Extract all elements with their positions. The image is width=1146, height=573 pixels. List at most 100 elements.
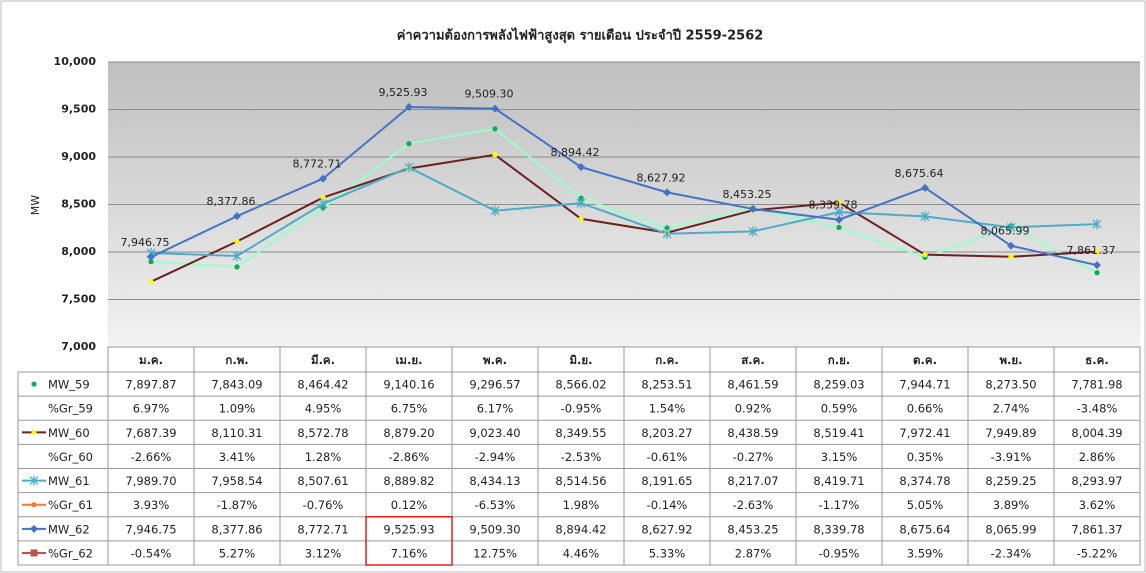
- marker: [921, 183, 929, 192]
- table-cell: 8,273.50: [985, 378, 1036, 392]
- marker: [920, 211, 930, 222]
- marker: [491, 104, 499, 113]
- legend-label: %Gr_59: [48, 402, 93, 416]
- table-cell: 2.87%: [735, 546, 772, 560]
- table-cell: 8,434.13: [469, 474, 520, 488]
- table-cell: 3.93%: [133, 498, 170, 512]
- marker: [836, 224, 842, 230]
- y-tick-label: 9,500: [61, 103, 96, 116]
- table-cell: 8,889.82: [383, 474, 434, 488]
- legend-label: %Gr_61: [48, 498, 93, 512]
- table-cell: 0.92%: [735, 402, 772, 416]
- marker: [31, 429, 37, 435]
- table-cell: 5.27%: [219, 546, 256, 560]
- table-cell: -5.22%: [1077, 546, 1118, 560]
- table-cell: 7,946.75: [125, 522, 176, 536]
- data-label: 8,627.92: [637, 171, 686, 184]
- table-cell: 1.09%: [219, 402, 256, 416]
- table-cell: 8,461.59: [727, 378, 778, 392]
- table-cell: 8,293.97: [1071, 474, 1122, 488]
- marker: [490, 205, 500, 216]
- marker: [577, 163, 585, 172]
- marker: [320, 194, 326, 201]
- table-cell: -0.95%: [819, 546, 860, 560]
- series-line: [150, 166, 1098, 257]
- x-tick-label: ส.ค.: [741, 353, 764, 367]
- table-cell: -0.54%: [131, 546, 172, 560]
- table-cell: -2.66%: [131, 450, 172, 464]
- data-label: 9,525.93: [379, 86, 428, 99]
- marker: [492, 126, 498, 132]
- data-label: 8,453.25: [723, 188, 772, 201]
- table-cell: 8,004.39: [1071, 426, 1122, 440]
- table-cell: 7.16%: [391, 546, 428, 560]
- table-cell: 4.46%: [563, 546, 600, 560]
- marker: [31, 381, 37, 387]
- table-cell: 8,419.71: [813, 474, 864, 488]
- table-cell: 7,781.98: [1071, 378, 1122, 392]
- table-cell: -2.94%: [475, 450, 516, 464]
- marker: [1092, 219, 1102, 230]
- table-cell: 9,509.30: [469, 522, 520, 536]
- table-cell: 7,958.54: [211, 474, 262, 488]
- table-cell: 1.28%: [305, 450, 342, 464]
- marker: [576, 198, 586, 209]
- table-cell: 7,972.41: [899, 426, 950, 440]
- table-cell: 7,687.39: [125, 426, 176, 440]
- table-cell: -3.91%: [991, 450, 1032, 464]
- table-cell: 8,377.86: [211, 522, 262, 536]
- table-cell: 8,514.56: [555, 474, 606, 488]
- marker: [749, 204, 757, 213]
- table-cell: -0.27%: [733, 450, 774, 464]
- marker: [148, 259, 154, 265]
- legend-label: MW_62: [48, 522, 90, 536]
- table-cell: 3.15%: [821, 450, 858, 464]
- marker: [30, 549, 38, 557]
- data-label: 8,772.71: [293, 158, 342, 171]
- data-label: 8,065.99: [981, 225, 1030, 238]
- table-cell: 2.86%: [1079, 450, 1116, 464]
- table-cell: 5.05%: [907, 498, 944, 512]
- table-cell: -2.34%: [991, 546, 1032, 560]
- marker: [663, 188, 671, 197]
- data-label: 9,509.30: [465, 88, 514, 101]
- marker: [232, 250, 242, 261]
- table-cell: 6.17%: [477, 402, 514, 416]
- table-cell: 8,566.02: [555, 378, 606, 392]
- table-cell: 1.54%: [649, 402, 686, 416]
- table-cell: 7,897.87: [125, 378, 176, 392]
- legend-label: %Gr_60: [48, 450, 93, 464]
- table-cell: 8,203.27: [641, 426, 692, 440]
- table-cell: 7,949.89: [985, 426, 1036, 440]
- table-cell: 8,110.31: [211, 426, 262, 440]
- table-cell: 0.66%: [907, 402, 944, 416]
- table-cell: 9,525.93: [383, 522, 434, 536]
- table-cell: -3.48%: [1077, 402, 1118, 416]
- table-cell: 8,894.42: [555, 522, 606, 536]
- marker: [234, 264, 240, 270]
- table-cell: 3.62%: [1079, 498, 1116, 512]
- y-tick-label: 7,500: [61, 293, 96, 306]
- marker: [578, 216, 584, 222]
- marker: [662, 228, 672, 239]
- y-tick-label: 10,000: [54, 55, 97, 68]
- table-cell: 2.74%: [993, 402, 1030, 416]
- marker: [922, 252, 928, 258]
- table-cell: 8,374.78: [899, 474, 950, 488]
- table-cell: 6.75%: [391, 402, 428, 416]
- table-cell: 1.98%: [563, 498, 600, 512]
- table-cell: 8,438.59: [727, 426, 778, 440]
- table-cell: 0.59%: [821, 402, 858, 416]
- table-cell: -0.95%: [561, 402, 602, 416]
- table-cell: 8,772.71: [297, 522, 348, 536]
- marker: [319, 174, 327, 183]
- y-axis-label: MW: [29, 195, 42, 215]
- data-label: 8,675.64: [895, 167, 944, 180]
- legend-label: MW_60: [48, 426, 90, 440]
- table-cell: 8,507.61: [297, 474, 348, 488]
- x-tick-label: มี.ค.: [311, 353, 335, 367]
- table-cell: 8,065.99: [985, 522, 1036, 536]
- table-cell: 9,296.57: [469, 378, 520, 392]
- marker: [405, 103, 413, 112]
